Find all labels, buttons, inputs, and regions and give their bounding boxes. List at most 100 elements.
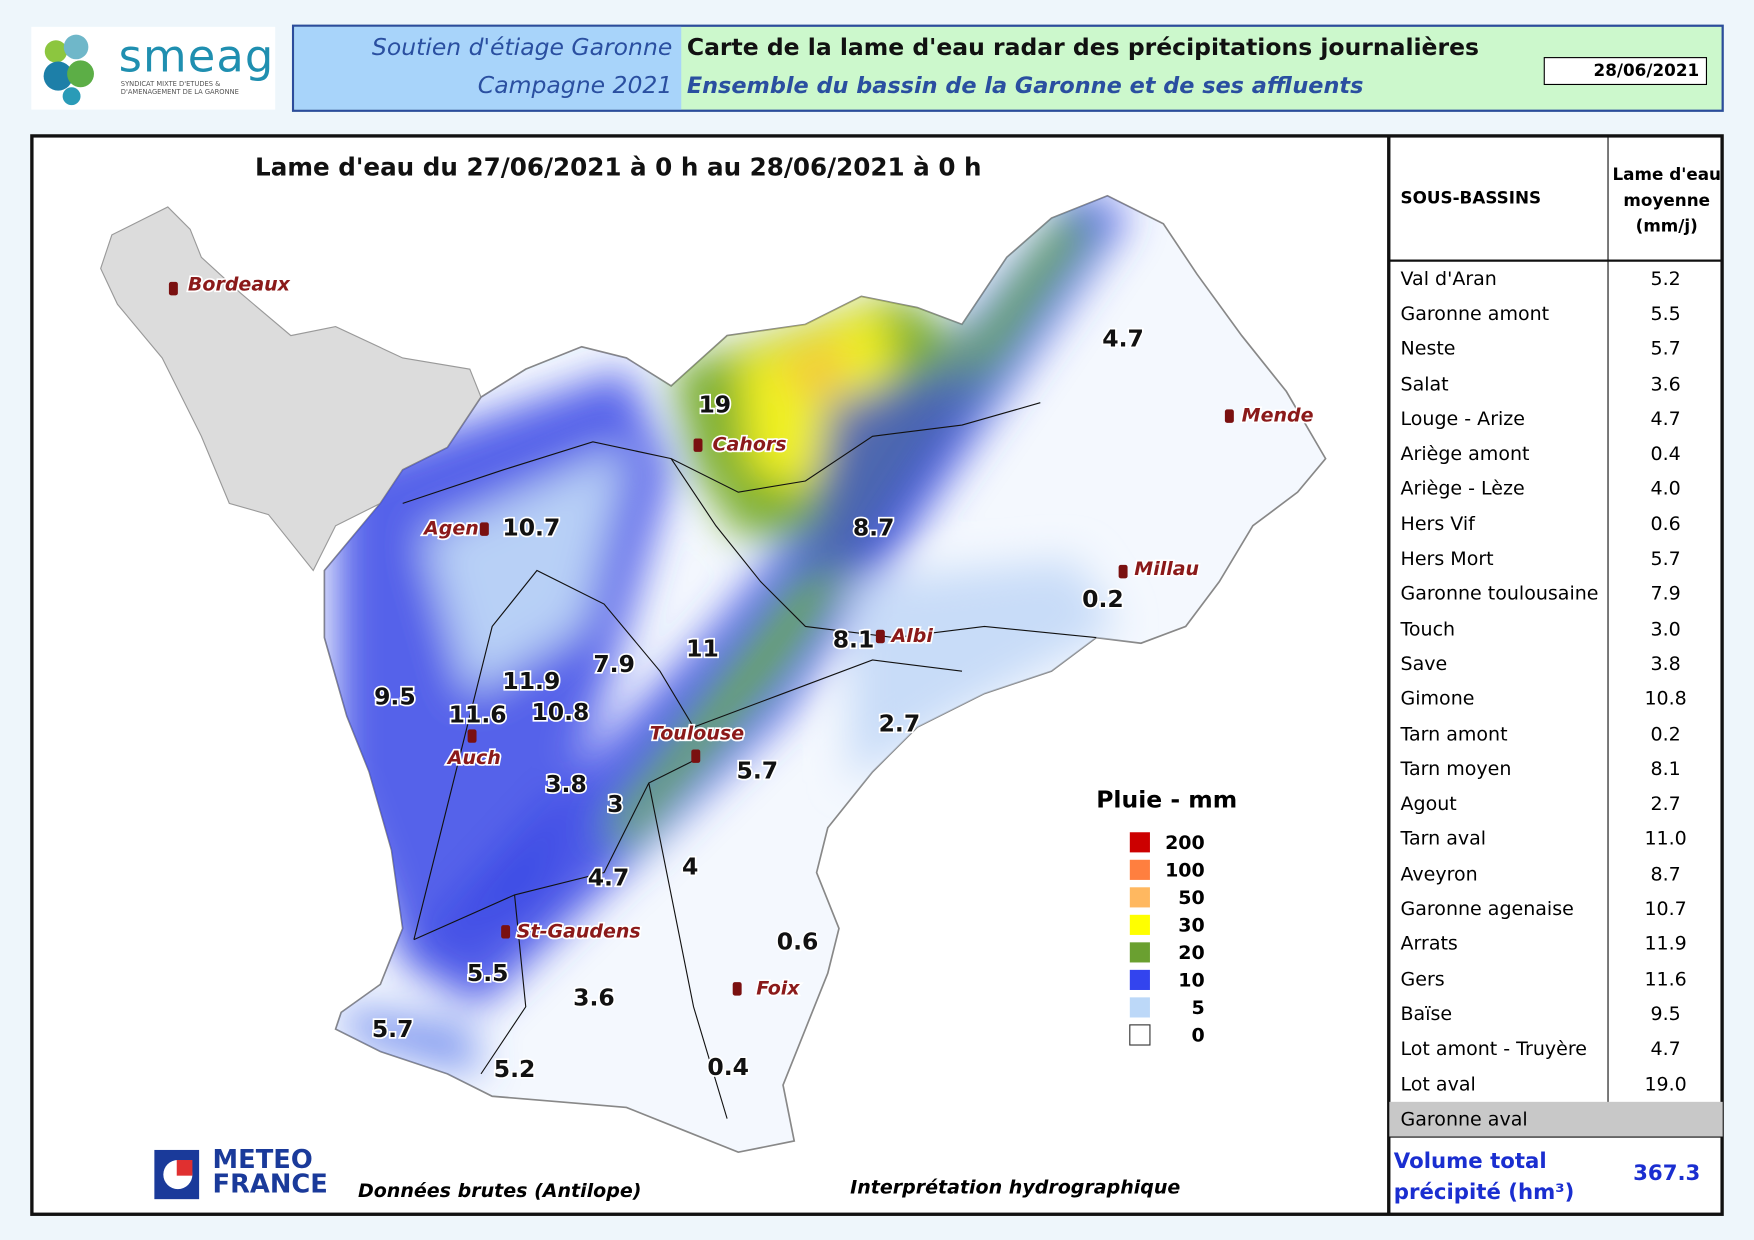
sub-basin-name: Arrats <box>1400 933 1458 956</box>
table-row: Gers 11.6 <box>1389 962 1722 997</box>
legend-swatch <box>1129 969 1150 990</box>
logo-text: smeag <box>118 31 275 83</box>
sub-basin-value: 8.7 <box>1650 863 1681 886</box>
sub-basin-name: Garonne toulousaine <box>1400 583 1599 606</box>
legend-swatch <box>1129 859 1150 880</box>
sub-basin-value: 19.0 <box>1644 1073 1687 1096</box>
city-marker <box>1224 409 1234 423</box>
sub-basin-name: Garonne aval <box>1400 1108 1528 1131</box>
basin-value: 0.2 <box>1082 585 1124 613</box>
legend-label: 0 <box>1192 1025 1205 1047</box>
header-date: 28/06/2021 <box>1543 57 1708 86</box>
basin-value: 5.2 <box>494 1055 536 1083</box>
city-marker <box>875 629 885 644</box>
table-row: Hers Mort 5.7 <box>1389 542 1722 577</box>
table-row: Louge - Arize 4.7 <box>1389 402 1722 437</box>
basin-value: 5.7 <box>372 1015 414 1043</box>
basin-value: 3 <box>607 790 623 818</box>
sub-basin-name: Hers Mort <box>1400 548 1494 571</box>
sub-basin-value: 3.8 <box>1650 653 1681 676</box>
sub-basin-name: Garonne amont <box>1400 303 1550 326</box>
basin-value: 4.7 <box>588 864 630 892</box>
sub-basin-name: Louge - Arize <box>1400 408 1525 431</box>
legend-label: 50 <box>1178 887 1204 909</box>
legend-label: 20 <box>1178 942 1204 964</box>
sub-basin-value: 0.4 <box>1650 443 1681 466</box>
col-divider <box>1607 135 1609 1137</box>
legend-swatch <box>1129 887 1150 908</box>
footer-source: Données brutes (Antilope) <box>357 1180 642 1203</box>
table-row: Garonne agenaise 10.7 <box>1389 892 1722 927</box>
table-row: Lot aval 19.0 <box>1389 1067 1722 1102</box>
table-row: Val d'Aran 5.2 <box>1389 262 1722 297</box>
city-label: Mende <box>1242 405 1314 427</box>
table-row: Garonne amont 5.5 <box>1389 297 1722 332</box>
city-marker <box>501 925 511 939</box>
basin-value: 8.7 <box>853 514 895 542</box>
city-label: Auch <box>446 747 501 769</box>
city-label: Agen <box>422 518 479 540</box>
header-rule <box>1389 259 1723 262</box>
total-label: Volume total précipité (hm³) <box>1393 1148 1575 1205</box>
table-row: Tarn amont 0.2 <box>1389 717 1722 752</box>
basin-value: 10.7 <box>502 514 560 542</box>
sub-basin-name: Hers Vif <box>1400 513 1475 536</box>
table-divider <box>1387 135 1391 1214</box>
city-label: Foix <box>756 977 800 999</box>
sub-basin-name: Lot aval <box>1400 1073 1476 1096</box>
sub-basin-value: 2.7 <box>1650 793 1681 816</box>
sub-basin-value: 11.9 <box>1644 933 1687 956</box>
logo-box: smeag SYNDICAT MIXTE D'ETUDES & D'AMENAG… <box>31 26 276 110</box>
table-row: Hers Vif 0.6 <box>1389 507 1722 542</box>
basin-value: 11.9 <box>502 667 560 695</box>
sub-basin-name: Lot amont - Truyère <box>1400 1038 1587 1061</box>
basin-value: 7.9 <box>593 650 635 678</box>
rain-field <box>335 195 1130 1074</box>
sub-basin-name: Salat <box>1400 373 1449 396</box>
logo-icon <box>43 34 94 106</box>
table-row: Ariège - Lèze 4.0 <box>1389 472 1722 507</box>
sub-basin-name: Gers <box>1400 968 1445 991</box>
sub-basin-value: 3.0 <box>1650 618 1681 641</box>
sub-basin-value: 7.9 <box>1650 583 1681 606</box>
sub-basin-name: Ariège amont <box>1400 443 1530 466</box>
legend-swatch <box>1129 1024 1151 1046</box>
sub-basin-name: Tarn aval <box>1400 828 1487 851</box>
city-marker <box>691 749 701 763</box>
city-label: Cahors <box>713 434 787 456</box>
legend-swatch <box>1129 914 1150 935</box>
city-marker <box>467 729 477 743</box>
legend-swatch <box>1129 832 1150 853</box>
table-row: Gimone 10.8 <box>1389 682 1722 717</box>
header-left-line2: Campagne 2021 <box>477 71 673 99</box>
table-row: Save 3.8 <box>1389 647 1722 682</box>
sub-basin-value: 10.8 <box>1644 688 1687 711</box>
legend-title: Pluie - mm <box>1096 785 1237 813</box>
sub-basin-value: 5.5 <box>1650 303 1681 326</box>
sub-basin-name: Val d'Aran <box>1400 268 1497 291</box>
basin-value: 8.1 <box>833 625 875 653</box>
city-label: Albi <box>890 625 934 647</box>
sub-basin-name: Ariège - Lèze <box>1400 478 1525 501</box>
table-row: Lot amont - Truyère 4.7 <box>1389 1032 1722 1067</box>
sub-basin-value: 0.6 <box>1650 513 1681 536</box>
basin-value: 5.5 <box>467 959 509 987</box>
sub-basin-value: 9.5 <box>1650 1003 1681 1026</box>
sub-basin-value: 11.6 <box>1644 968 1687 991</box>
basin-value: 11 <box>686 634 719 662</box>
sub-basin-name: Tarn moyen <box>1400 758 1512 781</box>
sub-basin-name: Tarn amont <box>1400 723 1508 746</box>
basin-value: 2.7 <box>879 709 921 737</box>
footer-note: Interprétation hydrographique <box>850 1176 1181 1200</box>
header-title: Carte de la lame d'eau radar des précipi… <box>686 33 1479 61</box>
basin-value: 9.5 <box>374 683 416 711</box>
basin-value: 11.6 <box>449 700 507 728</box>
header-left <box>294 26 682 110</box>
city-label: Bordeaux <box>188 274 291 296</box>
table-row: Neste 5.7 <box>1389 332 1722 367</box>
table-row: Tarn aval 11.0 <box>1389 822 1722 857</box>
table-row: Garonne toulousaine 7.9 <box>1389 577 1722 612</box>
sub-basin-name: Neste <box>1400 338 1456 361</box>
